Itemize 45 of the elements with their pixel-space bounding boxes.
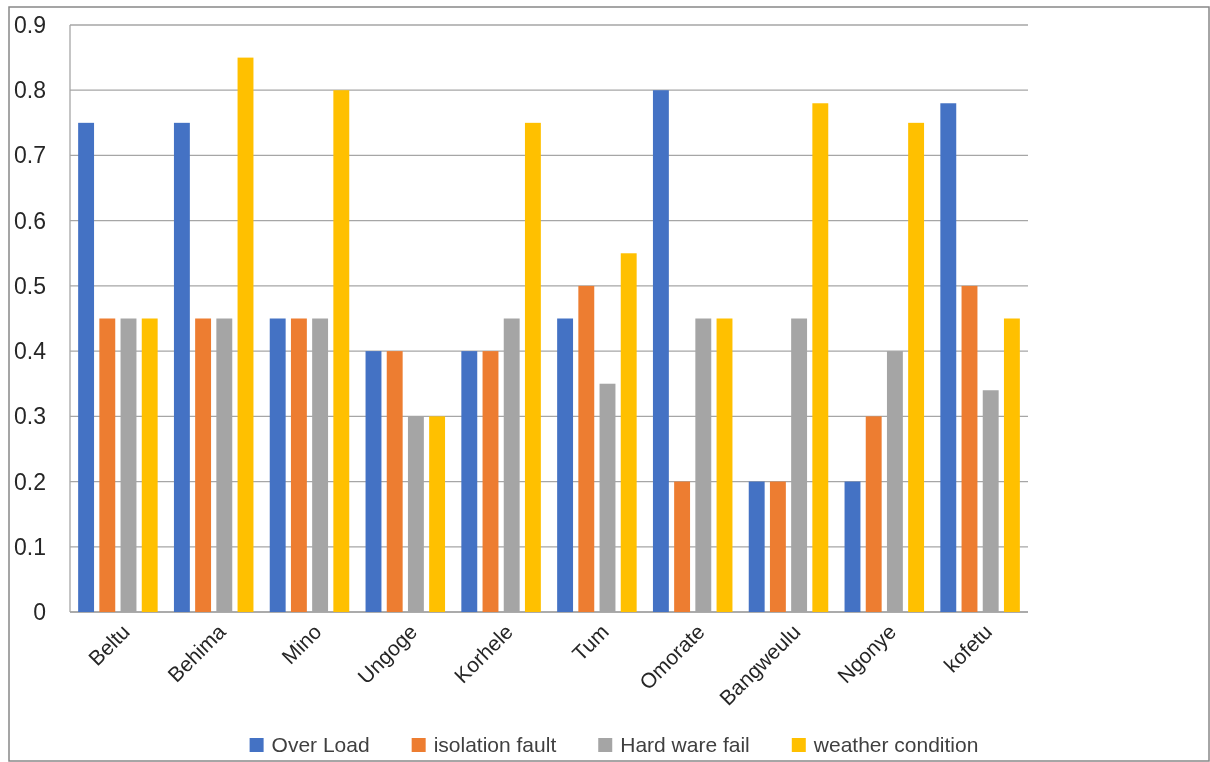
bar [524,122,541,612]
bar [940,103,957,612]
legend-label: isolation fault [433,733,557,757]
bar [620,253,637,612]
y-tick-label: 0 [33,599,46,626]
bar [269,318,286,612]
legend-label: Hard ware fail [620,733,750,757]
bar [844,481,861,612]
bar [195,318,212,612]
bar [716,318,733,612]
y-tick-label: 0.2 [14,468,46,495]
y-tick-label: 0.9 [14,12,46,39]
bar [237,57,254,612]
bar [482,351,499,612]
bar [365,351,382,612]
bar [961,285,978,612]
y-tick-label: 0.5 [14,272,46,299]
bar [386,351,403,612]
bar [865,416,882,612]
y-tick-label: 0.3 [14,403,46,430]
bar [748,481,765,612]
y-tick-label: 0.8 [14,77,46,104]
bar [1003,318,1020,612]
bar [141,318,158,612]
bar [78,122,95,612]
legend-label: weather condition [812,733,979,757]
y-tick-label: 0.1 [14,533,46,560]
bar [812,103,829,612]
y-tick-label: 0.7 [14,142,46,169]
bar [173,122,190,612]
bar [908,122,925,612]
bar [674,481,691,612]
bar [652,90,669,612]
x-tick-label: Tum [567,619,613,666]
y-tick-label: 0.4 [14,338,47,365]
legend-label: Over Load [271,733,370,757]
bar [429,416,446,612]
bar [578,285,595,612]
bar [333,90,350,612]
bar [290,318,307,612]
bar [99,318,116,612]
bar [461,351,478,612]
bar [557,318,574,612]
y-tick-label: 0.6 [14,207,46,234]
bar [769,481,786,612]
